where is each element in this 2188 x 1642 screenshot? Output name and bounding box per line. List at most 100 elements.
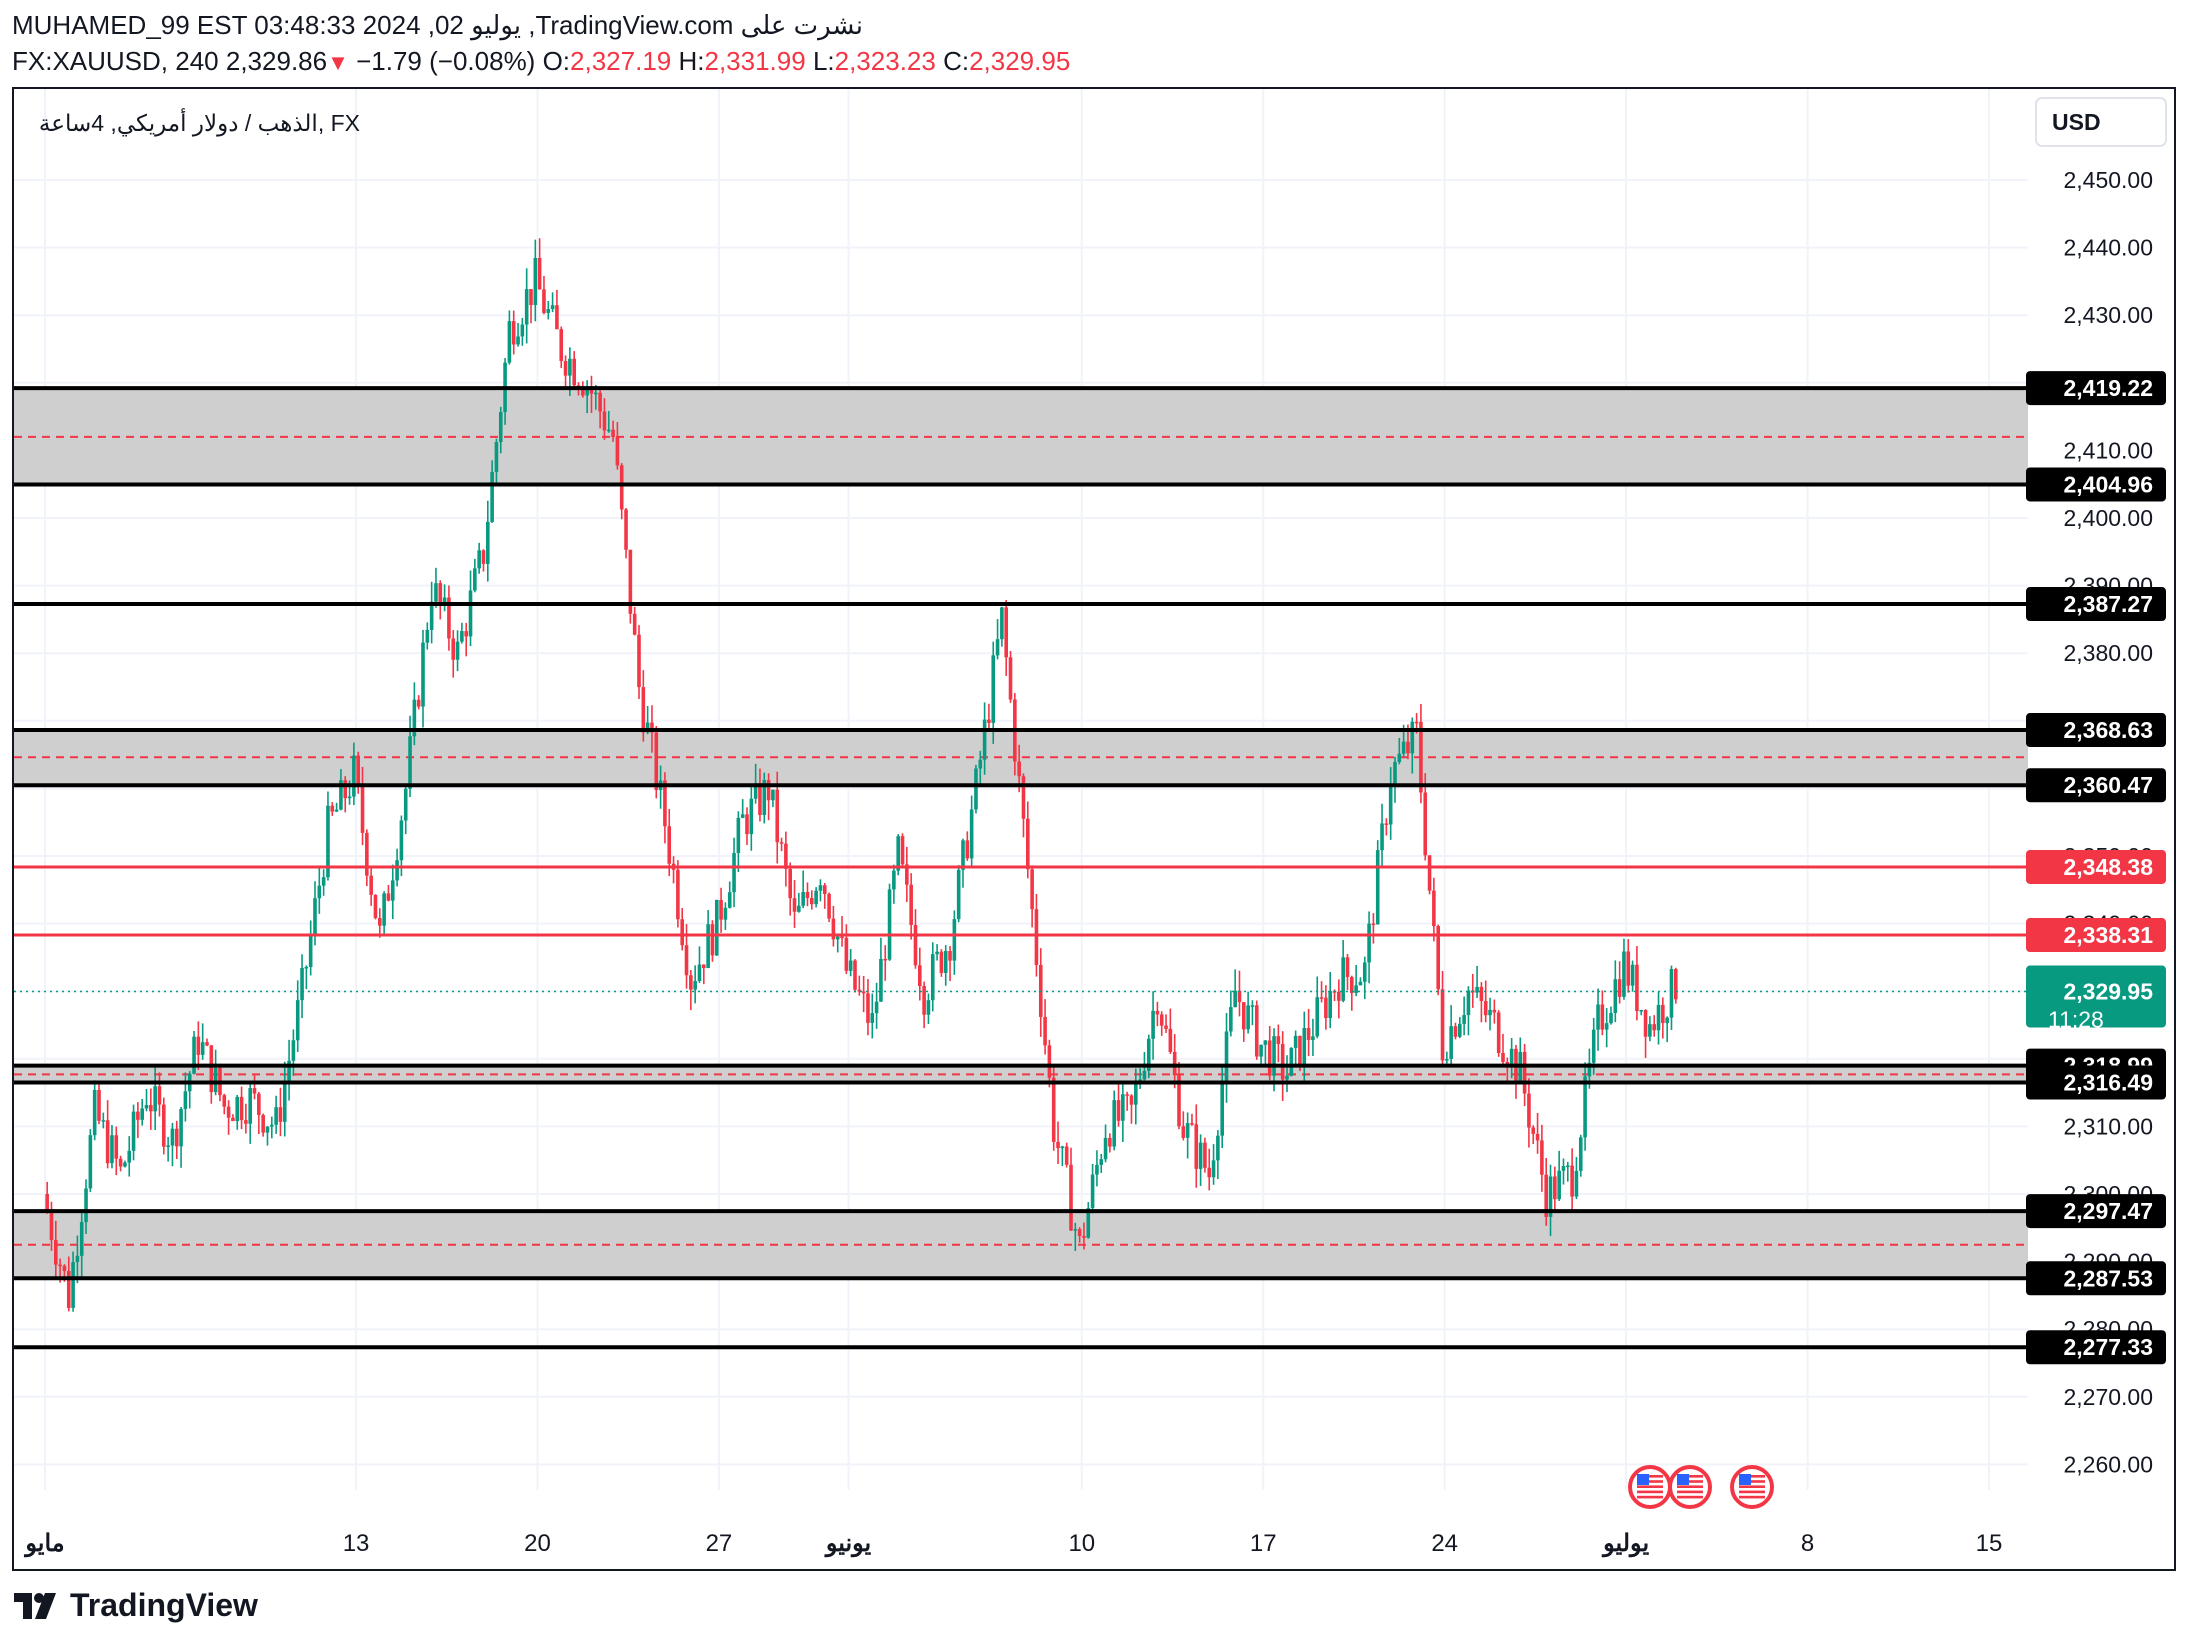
candle-body bbox=[1185, 1123, 1190, 1138]
price-tick-label: 2,270.00 bbox=[2063, 1384, 2153, 1410]
candle-body bbox=[486, 521, 490, 564]
level-tag-bg bbox=[2026, 1065, 2166, 1100]
time-tick-label: 27 bbox=[706, 1530, 733, 1557]
candle-body bbox=[248, 1088, 252, 1124]
time-tick-label: 20 bbox=[524, 1530, 551, 1557]
level-tag: 2,287.53 bbox=[2063, 1265, 2153, 1291]
candle-body bbox=[123, 1162, 127, 1167]
candle-body bbox=[589, 386, 594, 394]
candle-body bbox=[1358, 981, 1363, 986]
candle-body bbox=[162, 1104, 166, 1147]
us-flag-event-icon[interactable] bbox=[1668, 1465, 1712, 1509]
high-value: 2,331.99 bbox=[704, 46, 806, 76]
flag-stripe bbox=[1739, 1490, 1765, 1494]
candle-body bbox=[321, 877, 326, 886]
candle-body bbox=[1557, 1170, 1561, 1200]
candle-body bbox=[1540, 1140, 1544, 1175]
candle-body bbox=[676, 869, 680, 920]
candle-body bbox=[1086, 1208, 1091, 1238]
candle-body bbox=[1259, 1044, 1263, 1057]
level-tag: 2,404.96 bbox=[2063, 471, 2153, 497]
candle-body bbox=[611, 429, 615, 438]
price-axis[interactable]: 2,260.002,270.002,280.002,290.002,300.00… bbox=[2026, 167, 2166, 1477]
currency-button-bg[interactable] bbox=[2035, 97, 2167, 147]
zone-band bbox=[14, 730, 2028, 786]
candle-body bbox=[1060, 1146, 1065, 1149]
candle-body bbox=[1488, 1009, 1492, 1016]
candle-body bbox=[1064, 1146, 1069, 1165]
candle-body bbox=[434, 583, 438, 602]
time-tick-label: 10 bbox=[1068, 1530, 1095, 1557]
candle-body bbox=[516, 336, 520, 345]
us-flag-event-icon[interactable] bbox=[1628, 1465, 1672, 1509]
candle-body bbox=[766, 779, 771, 801]
level-tag-bg bbox=[2026, 587, 2166, 622]
candle-body bbox=[317, 885, 322, 899]
candle-body bbox=[261, 1115, 265, 1133]
candle-body bbox=[710, 924, 715, 956]
candle-body bbox=[978, 759, 983, 769]
candle-body bbox=[1021, 776, 1026, 819]
candle-body bbox=[1073, 1229, 1078, 1231]
candle-body bbox=[222, 1095, 227, 1107]
candle-body bbox=[282, 1081, 287, 1122]
candle-body bbox=[403, 788, 408, 821]
candle-body bbox=[533, 257, 538, 306]
candle-body bbox=[295, 1000, 300, 1041]
candle-body bbox=[667, 826, 672, 864]
candle-body bbox=[1669, 969, 1674, 1018]
candle-body bbox=[1190, 1123, 1194, 1125]
candle-body bbox=[153, 1086, 157, 1112]
candle-body bbox=[244, 1120, 248, 1124]
candle-body bbox=[550, 305, 555, 310]
candle-body bbox=[1229, 1007, 1233, 1032]
candle-body bbox=[1116, 1100, 1121, 1121]
candle-body bbox=[913, 924, 918, 966]
candle-body bbox=[602, 411, 607, 431]
candle-body bbox=[494, 442, 499, 473]
candle-body bbox=[684, 945, 689, 976]
candle-body bbox=[395, 860, 399, 881]
candle-body bbox=[745, 814, 749, 835]
candle-body bbox=[170, 1128, 175, 1146]
candle-body bbox=[559, 329, 564, 362]
candle-body bbox=[1267, 1040, 1272, 1076]
candle-body bbox=[399, 820, 404, 861]
candle-body bbox=[1483, 1001, 1488, 1016]
candle-body bbox=[1337, 991, 1341, 1001]
candle-body bbox=[1410, 721, 1415, 754]
candle-body bbox=[101, 1120, 106, 1122]
candle-body bbox=[1423, 792, 1428, 856]
candle-body bbox=[654, 732, 659, 790]
time-axis[interactable]: مايو 13 20 27 يونيو 10 17 24 يوليو 8 15 bbox=[23, 1530, 2002, 1558]
candle-body bbox=[1626, 951, 1631, 986]
flag-stripe bbox=[1637, 1485, 1663, 1488]
candle-body bbox=[926, 1000, 931, 1015]
candle-body bbox=[1129, 1095, 1134, 1105]
ohlc-header: FX:XAUUSD, 240 2,329.86▼ −1.79 (−0.08%) … bbox=[12, 46, 1070, 77]
candle-body bbox=[209, 1045, 214, 1093]
candle-body bbox=[879, 958, 883, 1002]
candle-body bbox=[378, 918, 382, 926]
candle-body bbox=[1462, 1015, 1466, 1024]
resistance-tag-bg bbox=[2026, 918, 2166, 953]
overlays: الذهب / دولار أمريكي, 4ساعة, FX USD bbox=[39, 97, 2167, 1509]
candle-body bbox=[149, 1105, 153, 1112]
time-tick-label: 15 bbox=[1976, 1530, 2003, 1557]
candle-body bbox=[511, 321, 516, 345]
candle-body bbox=[1047, 1045, 1052, 1078]
levels bbox=[14, 386, 2028, 1350]
candle-body bbox=[965, 840, 970, 859]
level-tag-bg bbox=[2026, 768, 2166, 803]
candle-body bbox=[732, 852, 736, 893]
candle-body bbox=[88, 1135, 93, 1189]
candle-body bbox=[581, 388, 585, 396]
price-tick-label: 2,450.00 bbox=[2063, 167, 2153, 193]
currency-label[interactable]: USD bbox=[2052, 109, 2101, 135]
candle-body bbox=[930, 954, 935, 1001]
level-tag: 2,387.27 bbox=[2063, 591, 2153, 617]
candle-body bbox=[429, 601, 434, 630]
candle-body bbox=[546, 309, 551, 313]
us-flag-event-icon[interactable] bbox=[1730, 1465, 1774, 1509]
